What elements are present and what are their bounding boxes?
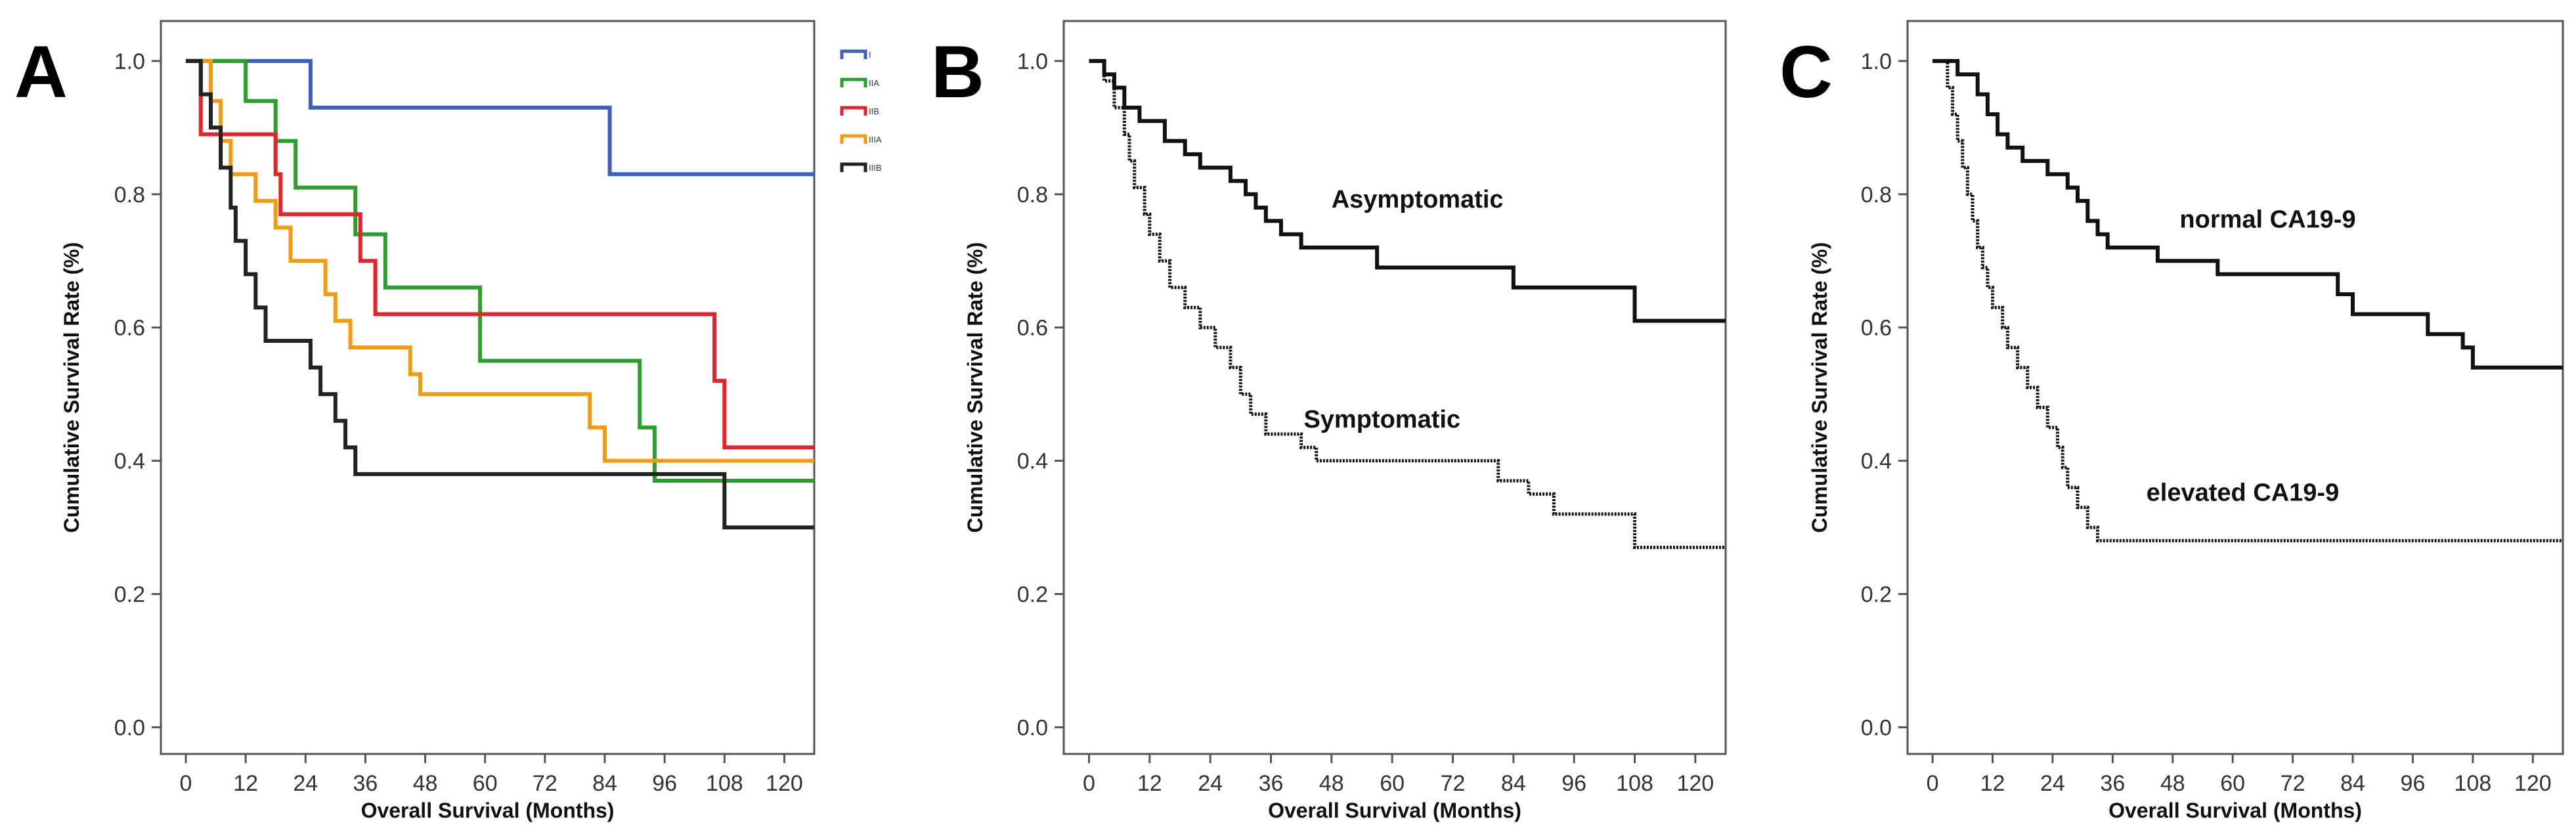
panel-a: A 0 12 24 36 48 60 72 84 96 108 120 0.0 0.2 0.4 0.6 0.8 1… — [14, 20, 882, 822]
y-tick-label: 0.0 — [1017, 715, 1048, 740]
series-annotation: elevated CA19-9 — [2147, 479, 2340, 506]
y-tick-label: 0.6 — [114, 316, 145, 341]
x-tick-label: 108 — [1616, 771, 1653, 796]
legend-swatch — [840, 162, 867, 172]
x-tick-label: 36 — [353, 771, 378, 796]
x-tick-label: 60 — [1380, 771, 1405, 796]
survival-curve-elevated-ca19-9 — [1932, 59, 2563, 542]
x-tick-label: 24 — [1198, 771, 1223, 796]
x-tick-label: 96 — [652, 771, 677, 796]
x-tick-label: 36 — [2100, 771, 2125, 796]
x-tick-label: 60 — [2220, 771, 2245, 796]
legend-swatch — [840, 77, 867, 87]
y-tick-label: 1.0 — [114, 49, 145, 74]
legend-swatch — [840, 134, 867, 144]
survival-curve-iiib — [186, 58, 814, 530]
x-tick-label: 36 — [1259, 771, 1284, 796]
x-tick-label: 0 — [1927, 771, 1939, 796]
plot-frame — [1906, 20, 2564, 755]
x-tick-label: 108 — [706, 771, 743, 796]
plot-frame — [1062, 20, 1727, 755]
x-tick-label: 120 — [766, 771, 803, 796]
y-tick-label: 0.4 — [114, 449, 145, 474]
survival-curve-iia — [186, 58, 814, 483]
y-tick-label: 0.8 — [1017, 183, 1048, 208]
x-tick-label: 108 — [2455, 771, 2492, 796]
x-tick-label: 48 — [1319, 771, 1344, 796]
series-annotation: Symptomatic — [1303, 406, 1460, 433]
plot-frame — [160, 20, 816, 755]
panel-letter: B — [931, 31, 984, 113]
y-axis-title: Cumulative Survival Rate (%) — [963, 242, 987, 533]
x-tick-label: 96 — [1561, 771, 1586, 796]
x-tick-label: 120 — [2514, 771, 2552, 796]
x-tick-label: 72 — [2281, 771, 2305, 796]
x-tick-label: 24 — [2040, 771, 2065, 796]
y-tick-label: 0.0 — [1861, 715, 1892, 740]
legend-swatch — [840, 106, 867, 116]
legend-label: IIB — [869, 106, 879, 116]
survival-curve-symptomatic — [1089, 59, 1726, 549]
y-tick-label: 0.2 — [1017, 583, 1048, 607]
y-tick-label: 1.0 — [1017, 49, 1048, 74]
x-tick-label: 120 — [1676, 771, 1714, 796]
survival-curve-normal-ca19-9 — [1932, 58, 2563, 370]
x-tick-label: 12 — [233, 771, 258, 796]
legend-label: I — [869, 50, 871, 60]
x-tick-label: 12 — [1137, 771, 1162, 796]
x-tick-label: 24 — [293, 771, 318, 796]
x-tick-label: 0 — [1083, 771, 1095, 796]
survival-curve-asymptomatic — [1089, 58, 1726, 323]
series-annotation: Asymptomatic — [1332, 186, 1504, 213]
x-axis-title: Overall Survival (Months) — [1268, 799, 1521, 822]
x-tick-label: 48 — [2160, 771, 2185, 796]
y-tick-label: 0.6 — [1861, 316, 1892, 341]
y-tick-label: 0.4 — [1017, 449, 1048, 474]
legend-label: IIA — [869, 78, 879, 88]
survival-curve-i — [186, 58, 814, 177]
y-tick-label: 0.2 — [114, 583, 145, 607]
x-tick-label: 0 — [180, 771, 192, 796]
y-tick-label: 0.8 — [1861, 183, 1892, 208]
panel-letter: C — [1779, 31, 1833, 113]
panel-b: B 0 12 24 36 48 60 72 84 96 108 120 0.0 0.2 0.4 0.6 0.8 1… — [931, 20, 1727, 822]
x-tick-label: 96 — [2401, 771, 2426, 796]
panel-letter: A — [14, 31, 68, 113]
y-tick-label: 0.8 — [114, 183, 145, 208]
x-tick-label: 60 — [473, 771, 498, 796]
legend-swatch — [840, 49, 867, 59]
legend-label: IIIA — [869, 135, 882, 144]
x-axis-title: Overall Survival (Months) — [2108, 799, 2362, 822]
series-annotation: normal CA19-9 — [2179, 206, 2355, 234]
x-tick-label: 72 — [1441, 771, 1466, 796]
x-tick-label: 48 — [413, 771, 438, 796]
y-axis-title: Cumulative Survival Rate (%) — [60, 242, 83, 533]
panel-c: C 0 12 24 36 48 60 72 84 96 108 120 0.0 0.2 0.4 0.6 0.8 1… — [1779, 20, 2564, 822]
y-axis-title: Cumulative Survival Rate (%) — [1808, 242, 1831, 533]
survival-curve-iib — [186, 58, 814, 450]
survival-curve-iiia — [186, 58, 814, 463]
legend-label: IIIB — [869, 163, 882, 173]
y-tick-label: 1.0 — [1861, 49, 1892, 74]
x-tick-label: 72 — [533, 771, 557, 796]
y-tick-label: 0.0 — [114, 715, 145, 740]
x-axis-title: Overall Survival (Months) — [361, 799, 615, 822]
x-tick-label: 12 — [1980, 771, 2005, 796]
y-tick-label: 0.4 — [1861, 449, 1892, 474]
x-tick-label: 84 — [2340, 771, 2365, 796]
y-tick-label: 0.6 — [1017, 316, 1048, 341]
y-tick-label: 0.2 — [1861, 583, 1892, 607]
x-tick-label: 84 — [592, 771, 617, 796]
x-tick-label: 84 — [1501, 771, 1526, 796]
